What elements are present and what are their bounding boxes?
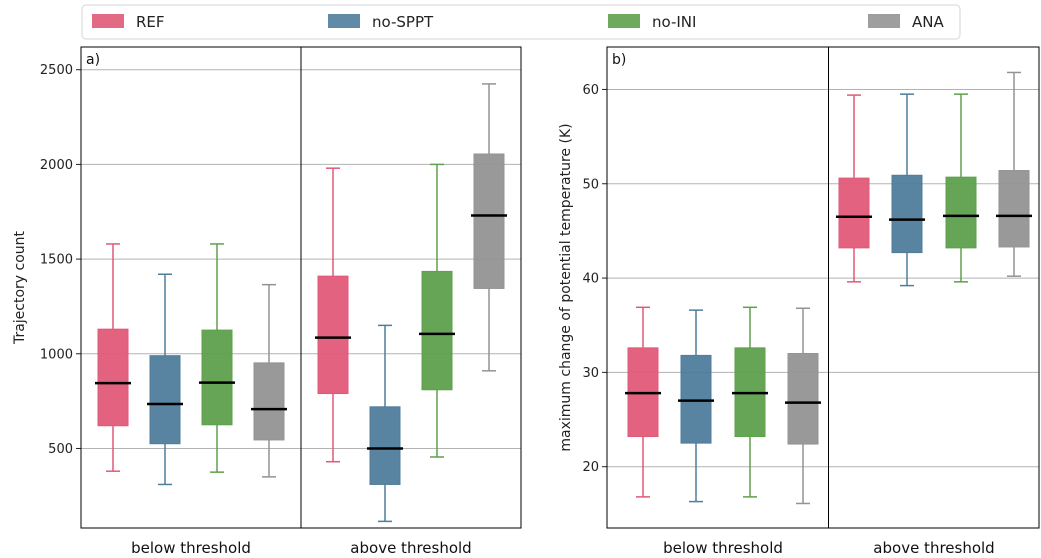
box-no-ini-above: [943, 93, 979, 283]
legend-swatch-no-ini: [608, 14, 640, 28]
y-tick-label: 40: [582, 272, 599, 287]
box-ref-above: [315, 167, 351, 463]
legend-swatch-no-sppt: [328, 14, 360, 28]
box-ref-below: [95, 243, 131, 472]
y-tick-label: 30: [582, 366, 599, 381]
y-axis-label: maximum change of potential temperature …: [558, 123, 574, 451]
box-ana-above: [471, 83, 507, 372]
box-iqr: [421, 270, 453, 391]
box-no-ini-above: [419, 163, 455, 458]
box-iqr: [149, 355, 181, 445]
box-no-sppt-below: [147, 273, 183, 486]
box-iqr: [945, 176, 977, 249]
x-category-label: below threshold: [131, 539, 251, 557]
box-iqr: [680, 354, 712, 444]
box-iqr: [891, 174, 923, 254]
y-axis-label: Trajectory count: [12, 230, 28, 345]
y-tick-label: 60: [582, 83, 599, 98]
box-no-sppt-above: [889, 93, 925, 287]
plot-frame: [606, 46, 1040, 529]
box-iqr: [201, 329, 233, 426]
box-no-ini-below: [199, 243, 235, 473]
box-iqr: [253, 362, 285, 441]
box-iqr: [473, 153, 505, 289]
box-no-sppt-above: [367, 324, 403, 523]
box-iqr: [97, 328, 129, 427]
box-ana-below: [785, 307, 821, 505]
legend-label-no-ini: no-INI: [652, 13, 696, 31]
panel-b: 20 30 40 50 60 b) below threshold above thresho…: [558, 46, 1040, 557]
box-no-ini-below: [732, 306, 768, 498]
box-no-sppt-below: [678, 309, 714, 503]
legend: REF no-SPPT no-INI ANA: [81, 4, 961, 40]
box-ana-below: [251, 283, 287, 478]
box-iqr: [369, 406, 401, 485]
y-tick-label: 1500: [40, 253, 73, 268]
legend-swatch-ref: [92, 14, 124, 28]
box-ref-above: [836, 94, 872, 283]
y-tick-label: 2000: [40, 158, 73, 173]
box-ana-above: [996, 71, 1032, 277]
box-ref-below: [625, 306, 661, 498]
legend-frame: [81, 4, 961, 40]
x-category-label: below threshold: [663, 539, 783, 557]
box-iqr: [998, 170, 1030, 248]
y-tick-label: 500: [48, 442, 73, 457]
legend-label-no-sppt: no-SPPT: [372, 13, 434, 31]
panel-label: b): [612, 52, 626, 68]
legend-label-ana: ANA: [912, 13, 944, 31]
panel-label: a): [86, 52, 100, 68]
panel-a: 500 1000 1500 2000 2500 a) below threshold abov…: [12, 46, 522, 557]
plot-frame: [80, 46, 522, 529]
x-category-label: above threshold: [873, 539, 994, 557]
y-tick-label: 1000: [40, 347, 73, 362]
legend-swatch-ana: [868, 14, 900, 28]
box-iqr: [317, 275, 349, 395]
box-iqr: [787, 353, 819, 445]
box-iqr: [838, 177, 870, 249]
y-tick-label: 2500: [40, 63, 73, 78]
legend-label-ref: REF: [136, 13, 165, 31]
y-tick-label: 50: [582, 177, 599, 192]
y-tick-label: 20: [582, 460, 599, 475]
x-category-label: above threshold: [350, 539, 471, 557]
